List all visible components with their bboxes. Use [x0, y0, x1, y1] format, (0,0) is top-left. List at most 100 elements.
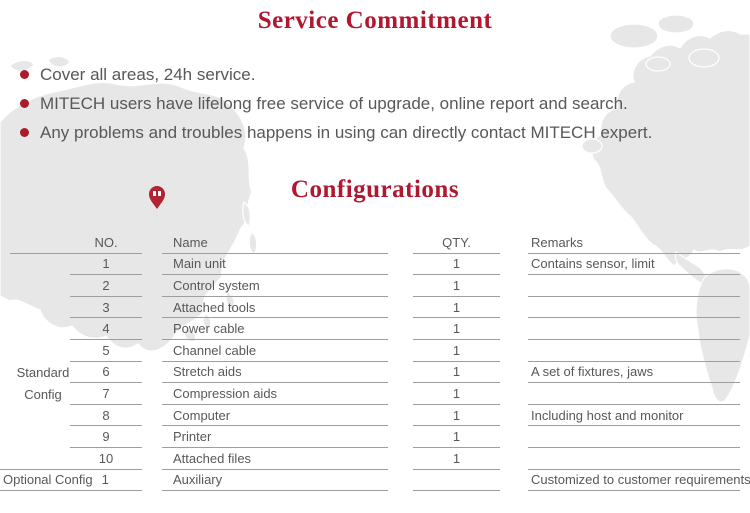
- column-gap: [388, 405, 413, 427]
- column-gap: [388, 362, 413, 384]
- cell-name: Auxiliary: [162, 470, 388, 492]
- cell-qty: [413, 470, 500, 492]
- cell-qty: 1: [413, 254, 500, 276]
- cell-remarks: [528, 383, 740, 405]
- cell-qty: 1: [413, 275, 500, 297]
- header-remarks: Remarks: [528, 232, 740, 254]
- cell-no: 7: [70, 383, 142, 405]
- cell-name: Main unit: [162, 254, 388, 276]
- column-gap: [500, 297, 528, 319]
- cell-group: [0, 405, 70, 427]
- cell-no: 2: [70, 275, 142, 297]
- bullet-item: Cover all areas, 24h service.: [20, 60, 652, 89]
- column-gap: [500, 405, 528, 427]
- bullet-text: Any problems and troubles happens in usi…: [40, 122, 653, 142]
- column-gap: [500, 470, 528, 492]
- column-gap: [142, 275, 162, 297]
- cell-no: 5: [70, 340, 142, 362]
- table-row: 10 Attached files 1: [0, 448, 750, 470]
- cell-no: 6: [70, 362, 142, 384]
- optional-config-row: Optional Config 1 Auxiliary Customized t…: [0, 470, 750, 492]
- table-row: 5 Channel cable 1: [0, 340, 750, 362]
- standard-config-label: Standard Config: [0, 362, 86, 405]
- column-gap: [142, 470, 162, 492]
- standard-config-line1: Standard: [16, 365, 70, 380]
- column-gap: [388, 340, 413, 362]
- column-gap: [142, 362, 162, 384]
- header-qty: QTY.: [413, 232, 500, 254]
- column-gap: [388, 254, 413, 276]
- cell-remarks: [528, 448, 740, 470]
- header-name: Name: [162, 232, 388, 254]
- column-gap: [142, 448, 162, 470]
- cell-group: [0, 426, 70, 448]
- cell-remarks: Customized to customer requirements: [528, 470, 750, 492]
- standard-config-line2: Config: [24, 386, 62, 402]
- column-gap: [388, 470, 413, 492]
- cell-name: Channel cable: [162, 340, 388, 362]
- column-gap: [500, 362, 528, 384]
- cell-no: 1: [101, 472, 109, 488]
- config-table: NO. Name QTY. Remarks 1 Main unit 1 Contain…: [0, 232, 750, 492]
- cell-qty: 1: [413, 340, 500, 362]
- cell-remarks: [528, 426, 740, 448]
- red-dot-icon: [20, 70, 29, 79]
- cell-name: Compression aids: [162, 383, 388, 405]
- cell-group: [0, 275, 70, 297]
- bullet-item: MITECH users have lifelong free service …: [20, 89, 652, 118]
- cell-qty: 1: [413, 448, 500, 470]
- column-gap: [500, 448, 528, 470]
- cell-name: Stretch aids: [162, 362, 388, 384]
- cell-qty: 1: [413, 383, 500, 405]
- table-body: 1 Main unit 1 Contains sensor, limit 2 Contro…: [0, 254, 750, 470]
- table-row: 8 Computer 1 Including host and monitor: [0, 405, 750, 427]
- cell-no: 9: [70, 426, 142, 448]
- cell-qty: 1: [413, 405, 500, 427]
- cell-no: 10: [70, 448, 142, 470]
- cell-group: [0, 254, 70, 276]
- column-gap: [500, 275, 528, 297]
- column-gap: [388, 297, 413, 319]
- column-gap: [388, 426, 413, 448]
- bullet-item: Any problems and troubles happens in usi…: [20, 118, 652, 147]
- optional-config-label: Optional Config: [3, 472, 93, 488]
- cell-name: Computer: [162, 405, 388, 427]
- cell-remarks: [528, 340, 740, 362]
- column-gap: [388, 318, 413, 340]
- service-bullet-list: Cover all areas, 24h service. MITECH user…: [20, 60, 652, 147]
- table-row: 4 Power cable 1: [0, 318, 750, 340]
- column-gap: [500, 426, 528, 448]
- cell-no: 1: [70, 254, 142, 276]
- cell-name: Attached tools: [162, 297, 388, 319]
- cell-remarks: Contains sensor, limit: [528, 254, 740, 276]
- header-group-spacer: [10, 232, 70, 254]
- cell-name: Attached files: [162, 448, 388, 470]
- cell-name: Power cable: [162, 318, 388, 340]
- cell-qty: 1: [413, 318, 500, 340]
- cell-group: [0, 448, 70, 470]
- table-row: 9 Printer 1: [0, 426, 750, 448]
- bullet-text: MITECH users have lifelong free service …: [40, 93, 628, 113]
- red-dot-icon: [20, 99, 29, 108]
- cell-qty: 1: [413, 362, 500, 384]
- column-gap: [388, 232, 413, 254]
- table-row: 3 Attached tools 1: [0, 297, 750, 319]
- column-gap: [142, 426, 162, 448]
- cell-group: [0, 340, 70, 362]
- column-gap: [388, 383, 413, 405]
- red-dot-icon: [20, 128, 29, 137]
- column-gap: [142, 254, 162, 276]
- column-gap: [500, 383, 528, 405]
- cell-remarks: A set of fixtures, jaws: [528, 362, 740, 384]
- column-gap: [142, 383, 162, 405]
- cell-name: Control system: [162, 275, 388, 297]
- header-no: NO.: [70, 232, 142, 254]
- cell-qty: 1: [413, 297, 500, 319]
- location-pin-icon: [149, 186, 165, 209]
- column-gap: [142, 232, 162, 254]
- bullet-text: Cover all areas, 24h service.: [40, 64, 256, 84]
- table-row: 6 Stretch aids 1 A set of fixtures, jaws: [0, 362, 750, 384]
- table-row: 2 Control system 1: [0, 275, 750, 297]
- column-gap: [500, 232, 528, 254]
